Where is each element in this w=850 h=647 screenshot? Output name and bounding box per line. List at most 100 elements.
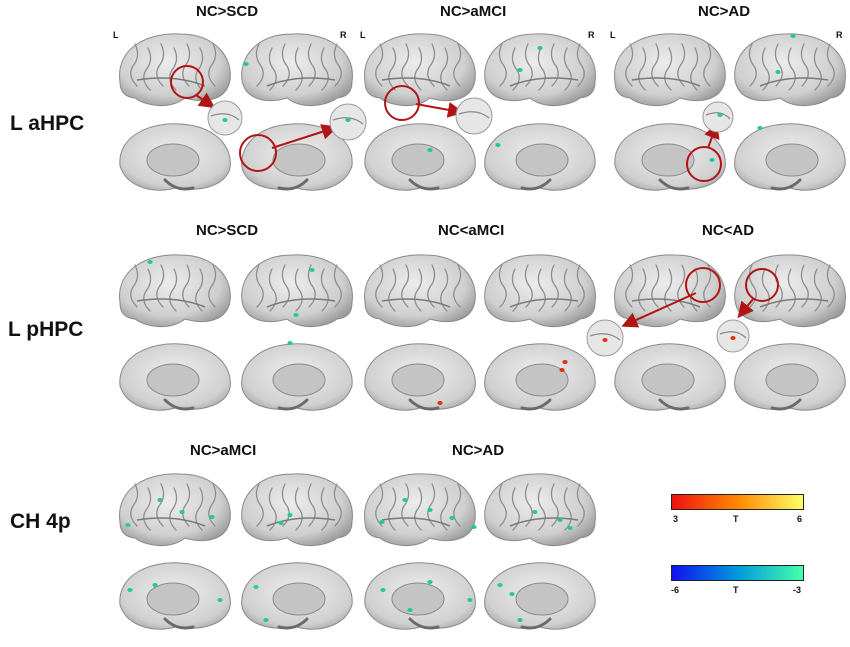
r3c1-lateral-right-sulcus — [294, 487, 303, 531]
activation-spot — [427, 580, 433, 584]
hemisphere-right-3: R — [836, 30, 843, 40]
activation-spot — [179, 510, 185, 514]
r2c1-medial-right-brainstem — [277, 398, 309, 411]
zoom-inset-sulcus — [210, 113, 240, 121]
r3c2-medial-right-corpus-callosum — [515, 582, 569, 616]
title-r2-c1: NC>SCD — [196, 222, 259, 239]
activation-spot — [345, 118, 351, 122]
title-r3-c1: NC>aMCI — [190, 442, 257, 459]
zoom-inset-sulcus — [719, 331, 747, 339]
activation-spot — [217, 598, 223, 602]
r1c2-lateral-right-sulcus — [498, 43, 507, 87]
r2c2-medial-right-brainstem — [520, 398, 552, 411]
r1c1-medial-right-brainstem — [277, 178, 309, 191]
r3c2-lateral-right-sulcus — [537, 487, 546, 531]
r3c2-medial-left-corpus-callosum — [391, 582, 445, 616]
r2c3-lateral-left-sylvian-fissure — [631, 298, 701, 308]
r1c3-lateral-right-sulcus — [787, 47, 796, 91]
activation-spot — [407, 608, 413, 612]
r1c2-lateral-right-sulcus — [576, 43, 585, 87]
r2c3-lateral-right-sulcus — [813, 268, 822, 312]
hemisphere-left-2: L — [360, 30, 366, 40]
activation-spot — [125, 523, 131, 527]
activation-spot — [379, 520, 385, 524]
activation-spot — [497, 583, 503, 587]
r2c1-lateral-right-sulcus — [255, 264, 264, 308]
activation-spot — [471, 525, 477, 529]
activation-spot — [537, 46, 543, 50]
r2c1-lateral-left-sulcus — [169, 268, 178, 312]
r2c3-lateral-left-sulcus — [651, 264, 660, 308]
r2c1-lateral-right-sulcus — [307, 264, 316, 308]
r2c1-lateral-left-sulcus — [130, 264, 139, 308]
zoom-inset-sulcus — [589, 333, 621, 341]
r3c1-lateral-left-sulcus — [208, 483, 217, 527]
colorbar-positive-min: 3 — [673, 514, 679, 524]
row-label-laHPC: L aHPC — [10, 112, 85, 135]
r1c3-lateral-left-sylvian-fissure — [631, 77, 701, 87]
highlight-circle — [686, 146, 722, 182]
colorbar-negative-max: -3 — [793, 585, 802, 595]
r3c1-lateral-left-sulcus — [156, 483, 165, 527]
r2c3-lateral-right-sulcus — [748, 264, 757, 308]
r3c1-lateral-right-sulcus — [333, 483, 342, 527]
r2c3-lateral-left-sulcus — [625, 264, 634, 308]
r1c1-lateral-right-sylvian-fissure — [266, 77, 336, 87]
r3c1-lateral-left-sulcus — [143, 487, 152, 531]
r2c2-medial-right-corpus-callosum — [515, 363, 569, 397]
r1c1-lateral-right-sulcus — [294, 47, 303, 91]
r1c2-lateral-left-sulcus — [401, 43, 410, 87]
activation-spot — [222, 118, 228, 122]
r1c1-lateral-left-sulcus — [143, 47, 152, 91]
r1c1-lateral-left-sulcus — [156, 43, 165, 87]
r2c2-lateral-left-sulcus — [453, 264, 462, 308]
r2c3-lateral-right-sulcus — [826, 264, 835, 308]
row-label-lpHPC: L pHPC — [8, 318, 84, 341]
r2c2-lateral-left-sulcus — [401, 264, 410, 308]
activation-spot — [209, 515, 215, 519]
r1c3-lateral-left-sulcus — [664, 47, 673, 91]
r1c2-lateral-left-sylvian-fissure — [381, 77, 451, 87]
activation-spot — [157, 498, 163, 502]
r3c2-medial-right-brainstem — [520, 617, 552, 630]
r2c2-lateral-right-sulcus — [576, 264, 585, 308]
r1c1-lateral-right-sulcus — [320, 47, 329, 91]
title-r2-c3: NC<AD — [702, 222, 755, 239]
r3c1-medial-right-brainstem — [277, 617, 309, 630]
activation-spot — [293, 313, 299, 317]
r3c2-lateral-left-sulcus — [414, 487, 423, 531]
r1c2-lateral-left-sulcus — [388, 47, 397, 91]
activation-spot — [775, 70, 781, 74]
pointer-arrow — [195, 92, 216, 109]
r2c1-medial-left-brainstem — [163, 398, 195, 411]
r3c1-medial-left-brainstem — [163, 617, 195, 630]
r2c3-lateral-left-sulcus — [638, 268, 647, 312]
r1c2-lateral-left-sulcus — [375, 43, 384, 87]
r1c2-medial-left-corpus-callosum — [391, 143, 445, 177]
colorbar-positive-mid: T — [733, 514, 739, 524]
r3c2-lateral-left-sulcus — [453, 483, 462, 527]
activation-spot — [243, 62, 249, 66]
r2c1-lateral-right-sulcus — [333, 264, 342, 308]
zoom-inset-sulcus — [705, 112, 731, 120]
pointer-arrow — [415, 101, 464, 118]
activation-spot — [517, 618, 523, 622]
highlight-circle — [685, 267, 721, 303]
r1c2-medial-right-corpus-callosum — [515, 143, 569, 177]
activation-spot — [730, 336, 736, 340]
hemisphere-left-3: L — [610, 30, 616, 40]
r2c2-lateral-right-sulcus — [498, 264, 507, 308]
zoom-inset — [702, 101, 734, 133]
activation-spot — [509, 592, 515, 596]
r1c3-lateral-right-sulcus — [826, 43, 835, 87]
title-r2-c2: NC<aMCI — [438, 222, 505, 239]
activation-spot — [557, 518, 563, 522]
activation-spot — [559, 368, 565, 372]
colorbar-positive-max: 6 — [797, 514, 803, 524]
r1c1-lateral-left-sulcus — [208, 43, 217, 87]
r2c3-lateral-right-sulcus — [787, 268, 796, 312]
activation-spot — [757, 126, 763, 130]
r3c2-lateral-right-sulcus — [563, 487, 572, 531]
r1c1-lateral-left-sylvian-fissure — [136, 77, 206, 87]
